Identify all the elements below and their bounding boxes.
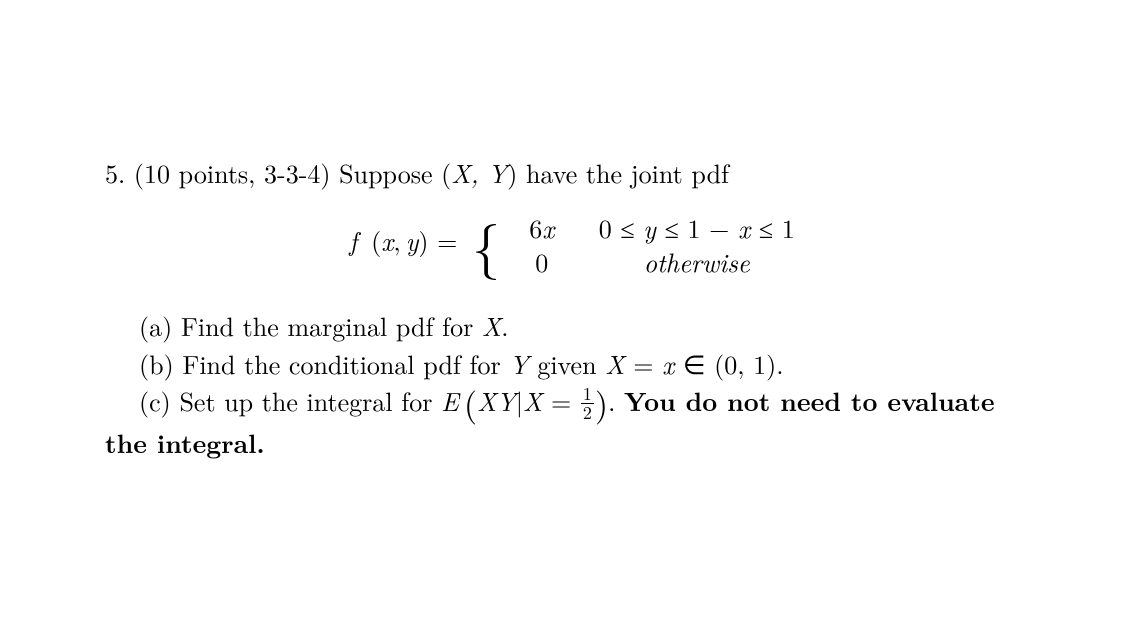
part-b-var3: x — [662, 345, 674, 382]
part-c-eq: = — [542, 382, 580, 419]
part-b-var2: X — [605, 345, 624, 382]
part-c-bold1: You do not need to evaluate — [624, 382, 995, 419]
case2-cond: otherwise — [573, 245, 821, 279]
part-a-label: (a) — [139, 307, 172, 344]
intro-vars: X, Y — [451, 154, 507, 191]
case-row-2: 0 otherwise — [511, 245, 821, 279]
part-c-label: (c) — [139, 382, 171, 419]
part-a-text2: . — [501, 307, 508, 344]
intro-prefix: Suppose ( — [339, 154, 451, 191]
part-b-label: (b) — [139, 345, 174, 382]
part-b-text3: = — [625, 345, 663, 382]
part-c-text1: Set up the integral for — [171, 382, 441, 419]
eq-lhs-f: f — [349, 222, 357, 259]
part-c-text2: . — [608, 382, 624, 419]
part-b-text4: ∈ (0, 1). — [674, 345, 783, 382]
intro-suffix: ) have the joint pdf — [507, 154, 729, 191]
part-a: (a) Find the marginal pdf for X. — [105, 307, 1065, 345]
cases: 6x 0 ≤ y ≤ 1 − x ≤ 1 0 otherwise — [511, 211, 821, 279]
fraction-half: 12 — [581, 385, 594, 422]
problem-number: 5. — [105, 154, 125, 191]
part-b-var1: Y — [509, 345, 528, 382]
frac-den: 2 — [581, 404, 594, 422]
part-b-text2: given — [529, 345, 606, 382]
part-c-bold-line2: the integral. — [105, 424, 1065, 462]
part-b: (b) Find the conditional pdf for Y given… — [105, 345, 1065, 383]
big-paren-open: ( — [464, 389, 477, 416]
part-a-text1: Find the marginal pdf for — [172, 307, 482, 344]
case1-val: 6x — [511, 211, 573, 245]
equation-block: f (x, y) = { 6x 0 ≤ y ≤ 1 − x ≤ 1 0 othe… — [105, 211, 1065, 279]
part-c: (c) Set up the integral for E (XY|X = 12… — [105, 382, 1065, 424]
equation-wrapper: f (x, y) = { 6x 0 ≤ y ≤ 1 − x ≤ 1 0 othe… — [349, 211, 820, 279]
eq-lhs-args: (x, y) = — [366, 222, 466, 259]
left-brace: { — [472, 224, 500, 263]
part-c-bar: | — [516, 382, 523, 419]
part-c-X: X — [523, 382, 542, 419]
problem-intro: 5. (10 points, 3-3-4) Suppose (X, Y) hav… — [105, 155, 1065, 191]
problem-points: (10 points, 3-3-4) — [134, 154, 331, 191]
part-c-XY: XY — [477, 382, 516, 419]
part-c-E: E — [441, 382, 459, 419]
case-row-1: 6x 0 ≤ y ≤ 1 − x ≤ 1 — [511, 211, 821, 245]
part-b-text1: Find the conditional pdf for — [174, 345, 510, 382]
problem-content: 5. (10 points, 3-3-4) Suppose (X, Y) hav… — [105, 155, 1065, 462]
big-paren-close: ) — [595, 389, 608, 416]
case2-val: 0 — [511, 245, 573, 279]
part-a-var: X — [482, 307, 501, 344]
case1-cond: 0 ≤ y ≤ 1 − x ≤ 1 — [573, 211, 821, 245]
